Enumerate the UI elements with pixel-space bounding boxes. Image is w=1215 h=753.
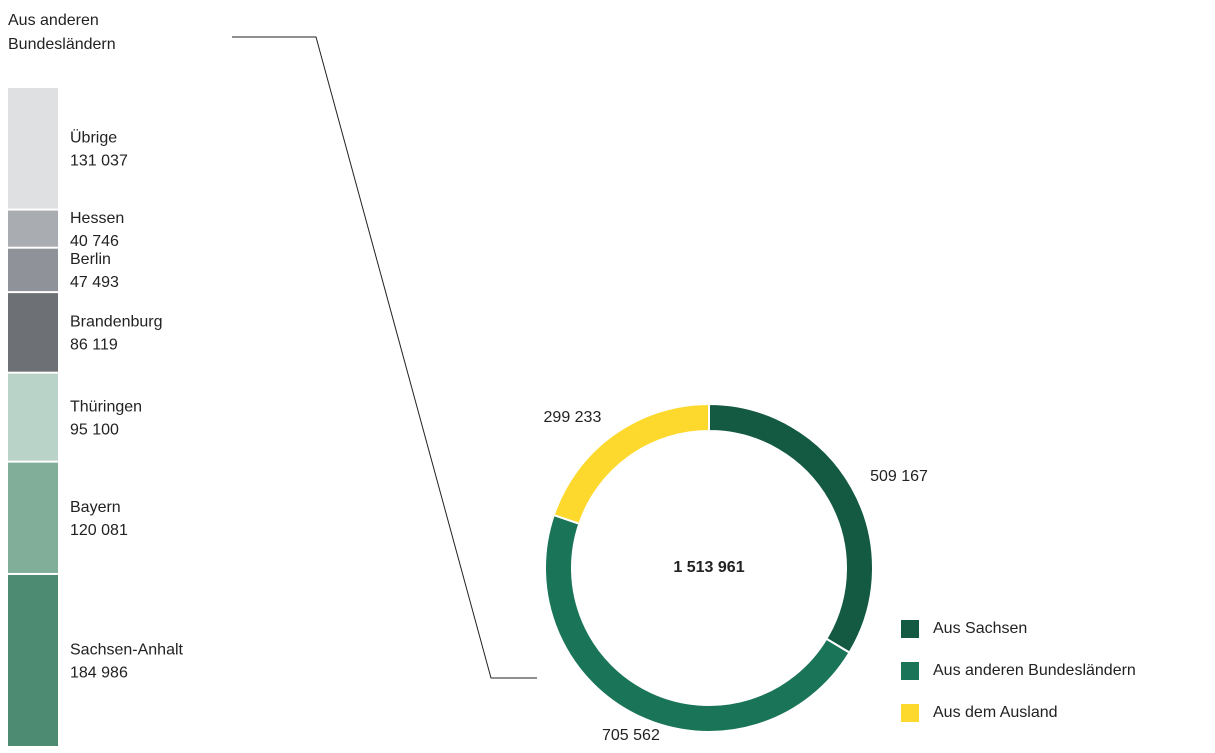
connector bbox=[232, 36, 537, 679]
bar-segment bbox=[8, 210, 58, 247]
value-label: 509 167 bbox=[870, 468, 928, 485]
segment-label: Brandenburg bbox=[70, 314, 163, 331]
segment-label: Sachsen-Anhalt bbox=[70, 642, 184, 659]
segment-label: Hessen bbox=[70, 210, 124, 227]
legend-swatch bbox=[901, 662, 919, 680]
bar-segment bbox=[8, 462, 58, 573]
legend-label: Aus Sachsen bbox=[933, 620, 1027, 637]
segment-value: 131 037 bbox=[70, 153, 128, 170]
bar-segment bbox=[8, 373, 58, 461]
value-label: 299 233 bbox=[544, 409, 602, 426]
bar-segment bbox=[8, 88, 58, 209]
value-label: 705 562 bbox=[602, 727, 660, 744]
segment-label: Bayern bbox=[70, 499, 121, 516]
bar-segment bbox=[8, 293, 58, 372]
segment-label: Thüringen bbox=[70, 398, 142, 415]
segment-value: 40 746 bbox=[70, 233, 119, 250]
donut-segment bbox=[552, 402, 710, 526]
legend-swatch bbox=[901, 704, 919, 722]
legend-swatch bbox=[901, 620, 919, 638]
bar-title: Bundesländern bbox=[8, 36, 116, 53]
segment-value: 86 119 bbox=[70, 337, 118, 354]
bar-title: Aus anderen bbox=[8, 12, 99, 29]
segment-value: 120 081 bbox=[70, 522, 128, 539]
bar-segment bbox=[8, 248, 58, 292]
segment-label: Berlin bbox=[70, 251, 111, 268]
legend-label: Aus dem Ausland bbox=[933, 704, 1058, 721]
segment-value: 47 493 bbox=[70, 274, 119, 291]
segment-value: 184 986 bbox=[70, 665, 128, 682]
bar-segment bbox=[8, 574, 58, 746]
segment-value: 95 100 bbox=[70, 421, 119, 438]
donut-total: 1 513 961 bbox=[673, 559, 744, 576]
legend-label: Aus anderen Bundesländern bbox=[933, 662, 1136, 679]
donut-segment bbox=[543, 513, 851, 733]
segment-label: Übrige bbox=[70, 129, 117, 147]
donut-segment bbox=[708, 402, 874, 655]
